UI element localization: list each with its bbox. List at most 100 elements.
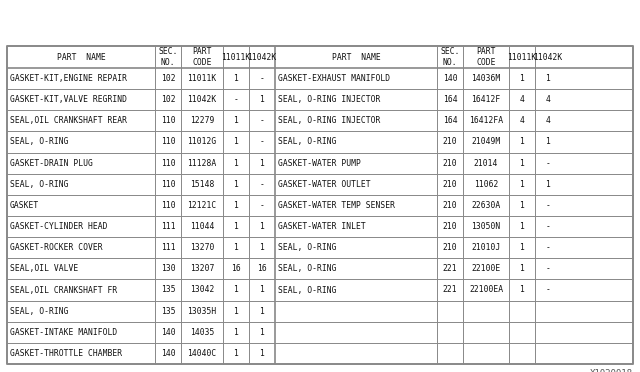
Text: 1: 1	[260, 349, 264, 358]
Text: 4: 4	[520, 95, 524, 104]
Text: GASKET-WATER INLET: GASKET-WATER INLET	[278, 222, 365, 231]
Text: 130: 130	[161, 264, 175, 273]
Text: SEAL, O-RING: SEAL, O-RING	[278, 264, 337, 273]
Text: 14035: 14035	[190, 328, 214, 337]
Text: 111: 111	[161, 243, 175, 252]
Text: -: -	[260, 116, 264, 125]
Text: 16412FA: 16412FA	[469, 116, 503, 125]
Text: PART  NAME: PART NAME	[332, 52, 380, 61]
Text: 1: 1	[520, 158, 524, 168]
Text: GASKET-EXHAUST MANIFOLD: GASKET-EXHAUST MANIFOLD	[278, 74, 390, 83]
Text: 135: 135	[161, 307, 175, 316]
Text: 16: 16	[231, 264, 241, 273]
Text: 21049M: 21049M	[472, 138, 500, 147]
Text: 1: 1	[260, 307, 264, 316]
Text: 13207: 13207	[190, 264, 214, 273]
Text: 12279: 12279	[190, 116, 214, 125]
Text: -: -	[260, 201, 264, 210]
Text: 1: 1	[520, 74, 524, 83]
Text: 13050N: 13050N	[472, 222, 500, 231]
Text: 110: 110	[161, 138, 175, 147]
Text: 1: 1	[234, 243, 239, 252]
Text: 1: 1	[260, 222, 264, 231]
Text: 11011K: 11011K	[188, 74, 216, 83]
Text: -: -	[260, 74, 264, 83]
Text: -: -	[545, 201, 550, 210]
Text: 1: 1	[234, 307, 239, 316]
Text: 140: 140	[161, 328, 175, 337]
Text: GASKET-INTAKE MANIFOLD: GASKET-INTAKE MANIFOLD	[10, 328, 117, 337]
Text: SEAL,OIL CRANKSHAFT REAR: SEAL,OIL CRANKSHAFT REAR	[10, 116, 127, 125]
Text: 13042: 13042	[190, 285, 214, 295]
Text: 1: 1	[260, 95, 264, 104]
Text: GASKET-THROTTLE CHAMBER: GASKET-THROTTLE CHAMBER	[10, 349, 122, 358]
Text: 1: 1	[545, 138, 550, 147]
Text: SEAL, O-RING: SEAL, O-RING	[278, 285, 337, 295]
Text: GASKET-KIT,VALVE REGRIND: GASKET-KIT,VALVE REGRIND	[10, 95, 127, 104]
Text: -: -	[545, 158, 550, 168]
Text: 1: 1	[520, 264, 524, 273]
Text: 140: 140	[443, 74, 458, 83]
Text: PART  NAME: PART NAME	[56, 52, 106, 61]
Text: GASKET-DRAIN PLUG: GASKET-DRAIN PLUG	[10, 158, 93, 168]
Text: 1: 1	[520, 243, 524, 252]
Text: 1: 1	[545, 180, 550, 189]
Text: GASKET-WATER PUMP: GASKET-WATER PUMP	[278, 158, 361, 168]
Text: 1: 1	[260, 328, 264, 337]
Text: GASKET-WATER OUTLET: GASKET-WATER OUTLET	[278, 180, 371, 189]
Text: -: -	[545, 222, 550, 231]
Text: 11042K: 11042K	[533, 52, 563, 61]
Text: PART
CODE: PART CODE	[476, 47, 496, 67]
FancyBboxPatch shape	[7, 46, 633, 364]
Text: GASKET-KIT,ENGINE REPAIR: GASKET-KIT,ENGINE REPAIR	[10, 74, 127, 83]
Text: 1: 1	[234, 201, 239, 210]
Text: 110: 110	[161, 158, 175, 168]
Text: 1: 1	[545, 74, 550, 83]
Text: 102: 102	[161, 74, 175, 83]
Text: SEC.
NO.: SEC. NO.	[158, 47, 178, 67]
Text: 164: 164	[443, 116, 458, 125]
Text: 1: 1	[520, 222, 524, 231]
Text: 16: 16	[257, 264, 267, 273]
Text: 1: 1	[234, 285, 239, 295]
Text: SEAL, O-RING: SEAL, O-RING	[10, 138, 68, 147]
Text: 16412F: 16412F	[472, 95, 500, 104]
Text: -: -	[234, 95, 239, 104]
Text: 1: 1	[260, 158, 264, 168]
Text: 210: 210	[443, 222, 458, 231]
Text: 21010J: 21010J	[472, 243, 500, 252]
Text: SEAL, O-RING: SEAL, O-RING	[10, 307, 68, 316]
Text: SEC.
NO.: SEC. NO.	[440, 47, 460, 67]
Text: 11012G: 11012G	[188, 138, 216, 147]
Text: 1: 1	[234, 158, 239, 168]
Text: 1: 1	[260, 243, 264, 252]
Text: -: -	[545, 285, 550, 295]
Text: -: -	[260, 180, 264, 189]
Text: 22630A: 22630A	[472, 201, 500, 210]
Text: 1: 1	[234, 328, 239, 337]
Text: 1: 1	[234, 180, 239, 189]
Text: -: -	[545, 243, 550, 252]
Text: 1: 1	[520, 180, 524, 189]
Text: 11042K: 11042K	[248, 52, 276, 61]
Text: 22100EA: 22100EA	[469, 285, 503, 295]
Text: SEAL, O-RING INJECTOR: SEAL, O-RING INJECTOR	[278, 116, 380, 125]
Text: 110: 110	[161, 180, 175, 189]
Text: 221: 221	[443, 285, 458, 295]
Text: SEAL, O-RING: SEAL, O-RING	[10, 180, 68, 189]
Text: 110: 110	[161, 201, 175, 210]
Text: 1: 1	[520, 285, 524, 295]
Text: 1: 1	[234, 74, 239, 83]
Text: 110: 110	[161, 116, 175, 125]
Text: SEAL, O-RING INJECTOR: SEAL, O-RING INJECTOR	[278, 95, 380, 104]
Text: 11042K: 11042K	[188, 95, 216, 104]
Text: 164: 164	[443, 95, 458, 104]
Text: 210: 210	[443, 138, 458, 147]
Text: 1: 1	[234, 222, 239, 231]
Text: SEAL, O-RING: SEAL, O-RING	[278, 138, 337, 147]
Text: X1020018: X1020018	[590, 369, 633, 372]
Text: 11044: 11044	[190, 222, 214, 231]
Text: 4: 4	[545, 95, 550, 104]
Text: 15148: 15148	[190, 180, 214, 189]
Text: 221: 221	[443, 264, 458, 273]
